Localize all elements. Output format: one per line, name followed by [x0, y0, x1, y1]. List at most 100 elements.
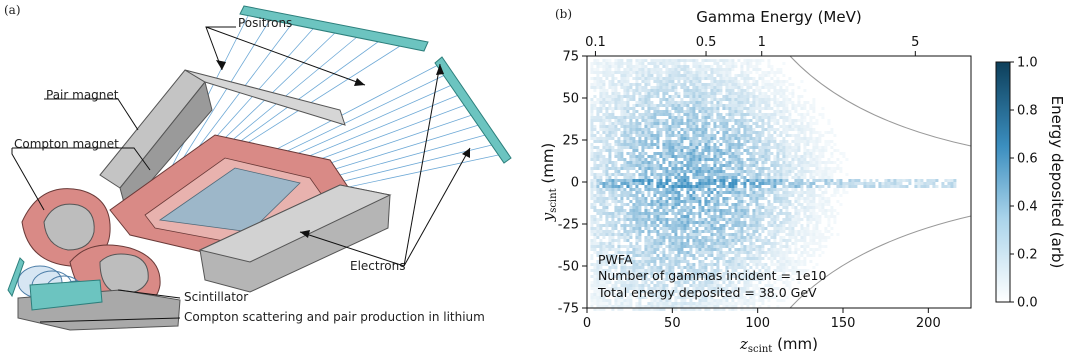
heatmap-cell — [620, 209, 624, 212]
heatmap-cell — [743, 170, 747, 173]
heatmap-cell — [731, 263, 735, 266]
heatmap-cell — [800, 155, 804, 158]
heatmap-cell — [731, 92, 735, 95]
heatmap-cell — [635, 149, 639, 152]
heatmap-cell — [638, 227, 642, 230]
heatmap-cell — [605, 98, 609, 101]
heatmap-cell — [665, 83, 669, 86]
heatmap-cell — [734, 296, 738, 299]
heatmap-cell — [788, 134, 792, 137]
heatmap-cell — [749, 284, 753, 287]
heatmap-cell — [596, 308, 600, 311]
heatmap-cell — [803, 89, 807, 92]
heatmap-cell — [830, 179, 834, 182]
heatmap-cell — [785, 239, 789, 242]
heatmap-cell — [686, 254, 690, 257]
heatmap-cell — [689, 233, 693, 236]
heatmap-cell — [722, 275, 726, 278]
heatmap-cell — [689, 221, 693, 224]
heatmap-cell — [716, 194, 720, 197]
heatmap-cell — [644, 281, 648, 284]
heatmap-cell — [716, 140, 720, 143]
heatmap-cell — [677, 116, 681, 119]
heatmap-cell — [680, 122, 684, 125]
heatmap-cell — [635, 119, 639, 122]
heatmap-cell — [776, 92, 780, 95]
heatmap-cell — [626, 233, 630, 236]
heatmap-cell — [656, 107, 660, 110]
heatmap-cell — [758, 275, 762, 278]
heatmap-cell — [617, 260, 621, 263]
heatmap-cell — [647, 266, 651, 269]
heatmap-cell — [617, 245, 621, 248]
heatmap-cell — [617, 80, 621, 83]
heatmap-cell — [749, 182, 753, 185]
heatmap-cell — [794, 107, 798, 110]
heatmap-cell — [782, 83, 786, 86]
heatmap-cell — [647, 98, 651, 101]
heatmap-cell — [812, 158, 816, 161]
heatmap-cell — [614, 221, 618, 224]
heatmap-cell — [641, 161, 645, 164]
heatmap-cell — [773, 227, 777, 230]
heatmap-cell — [671, 266, 675, 269]
heatmap-cell — [725, 269, 729, 272]
heatmap-cell — [734, 119, 738, 122]
heatmap-cell — [647, 218, 651, 221]
heatmap-cell — [671, 224, 675, 227]
heatmap-cell — [623, 119, 627, 122]
heatmap-cell — [617, 218, 621, 221]
heatmap-cell — [746, 77, 750, 80]
heatmap-cell — [599, 77, 603, 80]
heatmap-cell — [596, 152, 600, 155]
heatmap-cell — [695, 221, 699, 224]
heatmap-cell — [647, 212, 651, 215]
heatmap-cell — [710, 119, 714, 122]
heatmap-cell — [614, 239, 618, 242]
heatmap-cell — [662, 158, 666, 161]
heatmap-cell — [761, 245, 765, 248]
heatmap-cell — [737, 257, 741, 260]
heatmap-cell — [635, 263, 639, 266]
heatmap-cell — [746, 95, 750, 98]
heatmap-cell — [791, 242, 795, 245]
heatmap-cell — [725, 65, 729, 68]
heatmap-cell — [785, 263, 789, 266]
heatmap-cell — [752, 173, 756, 176]
heatmap-cell — [629, 230, 633, 233]
heatmap-cell — [797, 182, 801, 185]
heatmap-cell — [803, 191, 807, 194]
heatmap-cell — [818, 221, 822, 224]
heatmap-cell — [626, 275, 630, 278]
heatmap-cell — [749, 164, 753, 167]
heatmap-cell — [644, 110, 648, 113]
heatmap-cell — [785, 146, 789, 149]
heatmap-cell — [827, 143, 831, 146]
heatmap-cell — [734, 86, 738, 89]
heatmap-cell — [809, 197, 813, 200]
heatmap-cell — [719, 293, 723, 296]
heatmap-cell — [761, 251, 765, 254]
heatmap-cell — [644, 200, 648, 203]
heatmap-cell — [659, 152, 663, 155]
heatmap-cell — [779, 134, 783, 137]
heatmap-cell — [746, 281, 750, 284]
heatmap-cell — [710, 209, 714, 212]
heatmap-cell — [812, 191, 816, 194]
heatmap-cell — [650, 203, 654, 206]
heatmap-cell — [596, 68, 600, 71]
heatmap-cell — [665, 278, 669, 281]
heatmap-cell — [731, 188, 735, 191]
heatmap-cell — [689, 146, 693, 149]
heatmap-cell — [710, 215, 714, 218]
heatmap-cell — [761, 71, 765, 74]
heatmap-cell — [725, 149, 729, 152]
heatmap-cell — [641, 119, 645, 122]
heatmap-cell — [812, 203, 816, 206]
heatmap-cell — [749, 86, 753, 89]
heatmap-cell — [665, 119, 669, 122]
heatmap-cell — [701, 152, 705, 155]
heatmap-cell — [686, 242, 690, 245]
heatmap-cell — [725, 89, 729, 92]
heatmap-cell — [767, 203, 771, 206]
